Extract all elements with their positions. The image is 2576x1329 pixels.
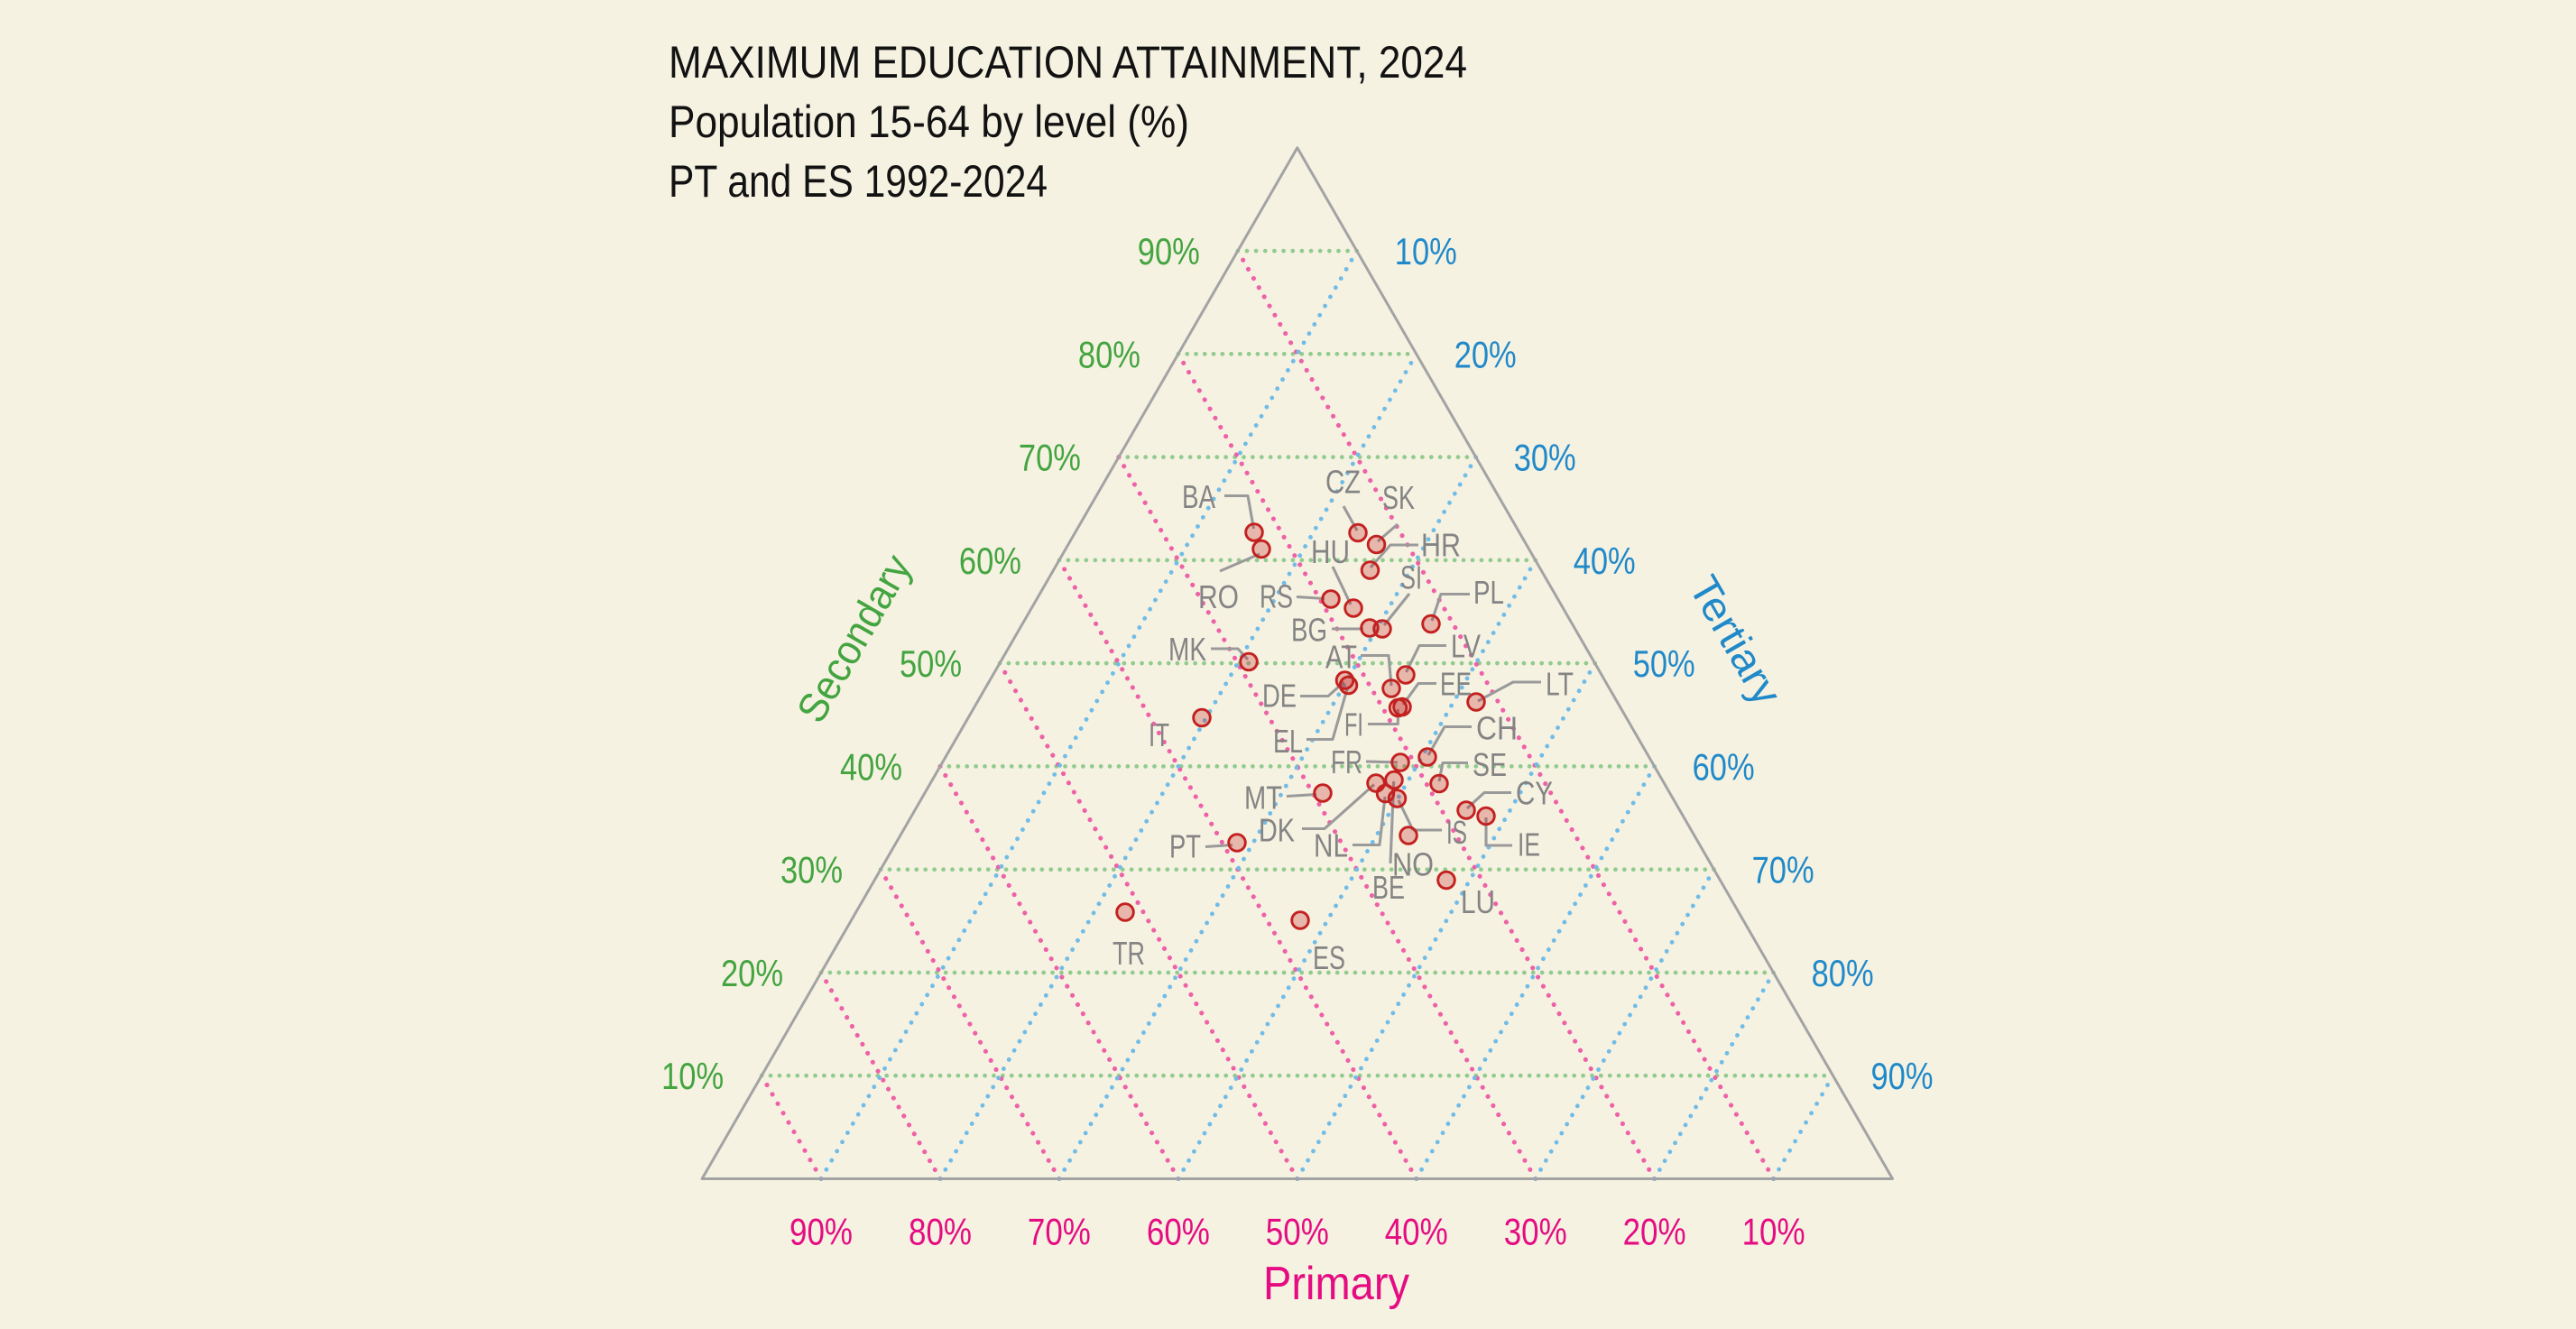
svg-text:MAXIMUM EDUCATION ATTAINMENT,: MAXIMUM EDUCATION ATTAINMENT, 2024 <box>669 37 1467 88</box>
svg-text:BA: BA <box>1182 478 1215 515</box>
svg-text:30%: 30% <box>1504 1211 1567 1253</box>
svg-text:80%: 80% <box>909 1211 972 1253</box>
svg-text:40%: 40% <box>840 745 902 788</box>
svg-text:LT: LT <box>1546 666 1574 703</box>
svg-text:PT and ES 1992-2024: PT and ES 1992-2024 <box>669 156 1048 207</box>
svg-text:EL: EL <box>1273 723 1303 760</box>
svg-text:80%: 80% <box>1812 952 1874 994</box>
svg-text:RS: RS <box>1260 578 1293 615</box>
svg-text:80%: 80% <box>1078 333 1140 375</box>
svg-text:FR: FR <box>1331 743 1362 780</box>
svg-text:20%: 20% <box>1623 1211 1686 1253</box>
svg-text:AT: AT <box>1325 639 1357 676</box>
svg-text:Population 15-64 by level (%): Population 15-64 by level (%) <box>669 97 1189 147</box>
svg-text:HR: HR <box>1421 527 1461 564</box>
svg-text:90%: 90% <box>1138 230 1200 272</box>
svg-text:MK: MK <box>1168 631 1206 668</box>
svg-text:LV: LV <box>1451 628 1481 665</box>
svg-text:PL: PL <box>1473 574 1504 611</box>
svg-text:NL: NL <box>1314 827 1348 864</box>
svg-text:50%: 50% <box>1633 642 1695 685</box>
svg-text:10%: 10% <box>1395 230 1457 272</box>
svg-text:EE: EE <box>1440 666 1472 703</box>
svg-text:SE: SE <box>1473 746 1507 783</box>
svg-text:CZ: CZ <box>1325 464 1361 501</box>
svg-text:50%: 50% <box>900 642 962 685</box>
svg-text:MT: MT <box>1244 780 1282 817</box>
svg-text:IE: IE <box>1518 826 1540 863</box>
svg-text:RO: RO <box>1198 578 1239 615</box>
svg-text:CH: CH <box>1476 710 1518 747</box>
svg-text:IS: IS <box>1446 814 1467 851</box>
svg-text:IT: IT <box>1149 716 1169 753</box>
svg-text:SI: SI <box>1400 559 1422 596</box>
svg-text:70%: 70% <box>1019 437 1081 479</box>
svg-text:90%: 90% <box>1871 1055 1934 1097</box>
svg-text:FI: FI <box>1344 706 1363 743</box>
svg-text:30%: 30% <box>1514 437 1576 479</box>
svg-text:SK: SK <box>1382 479 1415 516</box>
svg-text:ES: ES <box>1313 939 1345 976</box>
svg-text:40%: 40% <box>1574 540 1636 582</box>
svg-text:70%: 70% <box>1752 849 1814 891</box>
svg-text:DK: DK <box>1259 812 1295 849</box>
svg-text:10%: 10% <box>1742 1211 1805 1253</box>
svg-text:60%: 60% <box>959 540 1021 582</box>
svg-text:50%: 50% <box>1266 1211 1329 1253</box>
svg-text:60%: 60% <box>1147 1211 1210 1253</box>
svg-text:40%: 40% <box>1385 1211 1448 1253</box>
svg-text:PT: PT <box>1169 828 1201 865</box>
svg-text:30%: 30% <box>780 849 843 891</box>
svg-text:DE: DE <box>1262 678 1297 715</box>
svg-text:LU: LU <box>1461 883 1495 920</box>
svg-text:70%: 70% <box>1028 1211 1091 1253</box>
svg-text:HU: HU <box>1311 533 1350 570</box>
svg-text:20%: 20% <box>721 952 783 994</box>
svg-text:NO: NO <box>1392 846 1434 883</box>
svg-text:BE: BE <box>1372 869 1405 906</box>
svg-text:Primary: Primary <box>1263 1258 1409 1310</box>
svg-text:BG: BG <box>1291 612 1327 649</box>
svg-text:20%: 20% <box>1454 333 1517 375</box>
svg-text:90%: 90% <box>789 1211 853 1253</box>
svg-text:CY: CY <box>1516 775 1553 812</box>
svg-text:60%: 60% <box>1693 745 1755 788</box>
svg-text:TR: TR <box>1113 935 1145 972</box>
svg-text:10%: 10% <box>661 1055 724 1097</box>
